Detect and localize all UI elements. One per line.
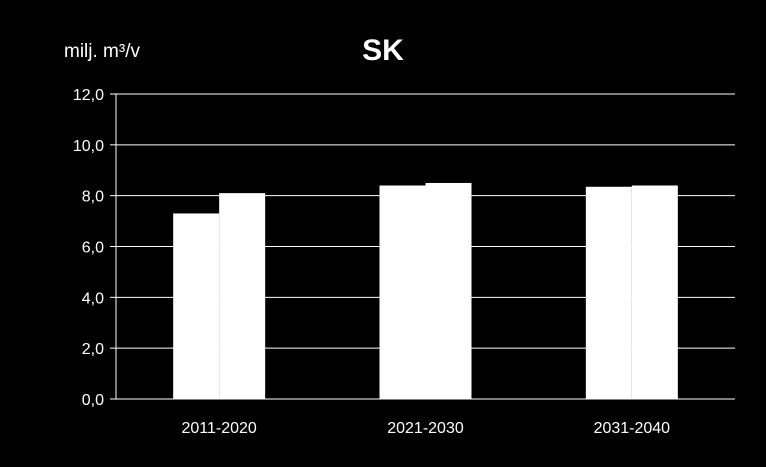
x-category-label: 2011-2020 [182, 420, 257, 437]
bar-2021-2030-series-1 [379, 185, 426, 399]
bar-2031-2040-series-1 [585, 186, 632, 399]
bar-2011-2020-series-1 [173, 213, 220, 399]
y-tick-label: 4,0 [82, 290, 104, 307]
x-category-label: 2021-2030 [387, 420, 464, 437]
bars [173, 182, 678, 399]
bar-2011-2020-series-2 [219, 193, 266, 399]
y-tick-label: 12,0 [73, 87, 104, 104]
chart-title: SK [362, 34, 404, 67]
y-tick-label: 0,0 [82, 392, 104, 409]
y-tick-label: 10,0 [73, 138, 104, 155]
y-tick-label: 6,0 [82, 240, 104, 257]
y-tick-label: 8,0 [82, 189, 104, 206]
x-category-label: 2031-2040 [594, 420, 671, 437]
x-category-labels: 2011-2020 2021-2030 2031-2040 [182, 420, 671, 437]
axes [110, 93, 117, 400]
y-tick-label: 2,0 [82, 341, 104, 358]
y-unit-label: milj. m³/v [64, 41, 140, 62]
bar-2031-2040-series-2 [631, 185, 678, 399]
y-tick-labels: 0,0 2,0 4,0 6,0 8,0 10,0 12,0 [73, 87, 104, 409]
bar-2021-2030-series-2 [425, 182, 472, 399]
